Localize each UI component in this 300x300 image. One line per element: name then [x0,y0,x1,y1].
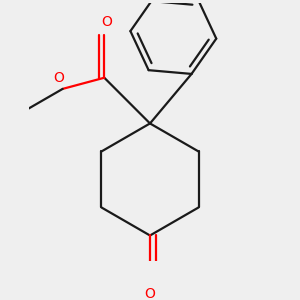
Text: O: O [145,287,155,300]
Text: O: O [101,15,112,29]
Text: O: O [53,71,64,85]
